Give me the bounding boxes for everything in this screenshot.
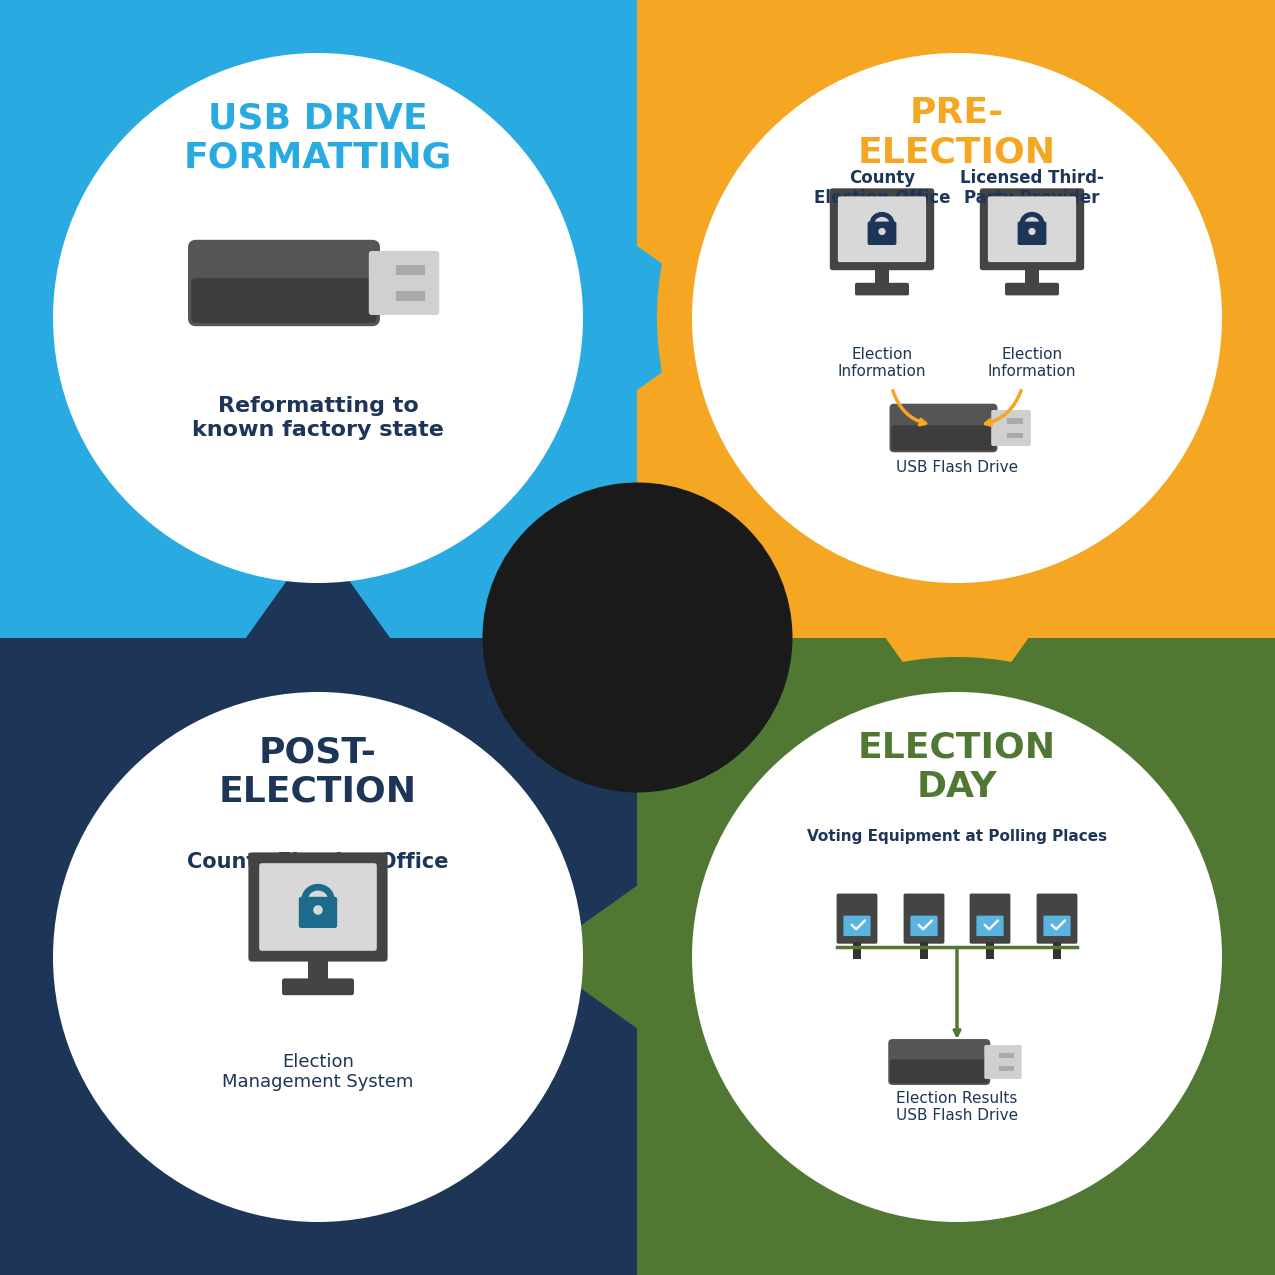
Bar: [397, 291, 425, 301]
FancyBboxPatch shape: [368, 251, 439, 315]
Bar: [309, 956, 328, 986]
FancyBboxPatch shape: [638, 638, 1275, 1275]
Bar: [998, 1066, 1014, 1071]
Text: POST-
ELECTION: POST- ELECTION: [219, 736, 417, 808]
FancyBboxPatch shape: [988, 196, 1076, 263]
Bar: [986, 942, 994, 959]
FancyBboxPatch shape: [890, 404, 997, 453]
FancyBboxPatch shape: [889, 1039, 991, 1085]
Circle shape: [1029, 228, 1035, 235]
FancyBboxPatch shape: [891, 426, 996, 450]
Text: Reformatting to
known factory state: Reformatting to known factory state: [193, 395, 444, 440]
FancyBboxPatch shape: [191, 278, 377, 323]
FancyBboxPatch shape: [838, 196, 926, 263]
Circle shape: [878, 228, 886, 235]
FancyBboxPatch shape: [836, 894, 877, 944]
Text: Election
Information: Election Information: [988, 347, 1076, 379]
Circle shape: [657, 18, 1257, 618]
Bar: [875, 266, 889, 288]
FancyBboxPatch shape: [0, 0, 638, 638]
Circle shape: [54, 692, 583, 1221]
Bar: [1025, 266, 1039, 288]
Circle shape: [54, 54, 583, 583]
FancyBboxPatch shape: [298, 896, 337, 928]
FancyBboxPatch shape: [991, 411, 1030, 446]
Text: Voting Equipment at Polling Places: Voting Equipment at Polling Places: [807, 830, 1107, 844]
FancyBboxPatch shape: [977, 915, 1003, 936]
Text: Licensed Third-
Party Provider: Licensed Third- Party Provider: [960, 168, 1104, 208]
Polygon shape: [857, 598, 1057, 738]
FancyBboxPatch shape: [843, 915, 871, 936]
FancyBboxPatch shape: [969, 894, 1010, 944]
Bar: [1006, 418, 1023, 423]
Text: USB Flash Drive: USB Flash Drive: [896, 460, 1017, 476]
Text: Election
Information: Election Information: [838, 347, 926, 379]
Circle shape: [692, 692, 1221, 1221]
Bar: [397, 265, 425, 275]
FancyBboxPatch shape: [282, 978, 354, 996]
Circle shape: [18, 657, 618, 1257]
FancyBboxPatch shape: [890, 1060, 988, 1084]
Polygon shape: [218, 537, 418, 677]
FancyBboxPatch shape: [856, 283, 909, 296]
Bar: [919, 942, 928, 959]
Text: USB DRIVE
FORMATTING: USB DRIVE FORMATTING: [184, 101, 453, 175]
Text: PRE-
ELECTION: PRE- ELECTION: [858, 97, 1056, 170]
Circle shape: [482, 482, 793, 793]
Polygon shape: [598, 218, 738, 418]
FancyBboxPatch shape: [1037, 894, 1077, 944]
Bar: [1006, 432, 1023, 437]
Polygon shape: [537, 857, 677, 1057]
FancyBboxPatch shape: [259, 863, 377, 951]
Text: Election
Management System: Election Management System: [222, 1053, 413, 1091]
Circle shape: [657, 657, 1257, 1257]
Text: ELECTION
DAY: ELECTION DAY: [858, 731, 1056, 803]
Bar: [998, 1053, 1014, 1058]
Circle shape: [314, 905, 323, 914]
FancyBboxPatch shape: [1017, 222, 1047, 245]
FancyBboxPatch shape: [910, 915, 937, 936]
FancyBboxPatch shape: [638, 0, 1275, 638]
FancyBboxPatch shape: [867, 222, 896, 245]
Circle shape: [692, 54, 1221, 583]
FancyBboxPatch shape: [979, 189, 1084, 270]
Bar: [853, 942, 861, 959]
FancyBboxPatch shape: [1043, 915, 1071, 936]
FancyBboxPatch shape: [0, 638, 638, 1275]
Text: County Election Office: County Election Office: [187, 852, 449, 872]
FancyBboxPatch shape: [904, 894, 945, 944]
Bar: [1053, 942, 1061, 959]
FancyBboxPatch shape: [249, 853, 388, 961]
Text: Election Results
USB Flash Drive: Election Results USB Flash Drive: [896, 1091, 1017, 1123]
FancyBboxPatch shape: [1005, 283, 1060, 296]
FancyBboxPatch shape: [187, 240, 380, 326]
Circle shape: [18, 18, 618, 618]
Text: County
Election Office: County Election Office: [813, 168, 950, 208]
FancyBboxPatch shape: [830, 189, 935, 270]
FancyBboxPatch shape: [984, 1046, 1021, 1079]
